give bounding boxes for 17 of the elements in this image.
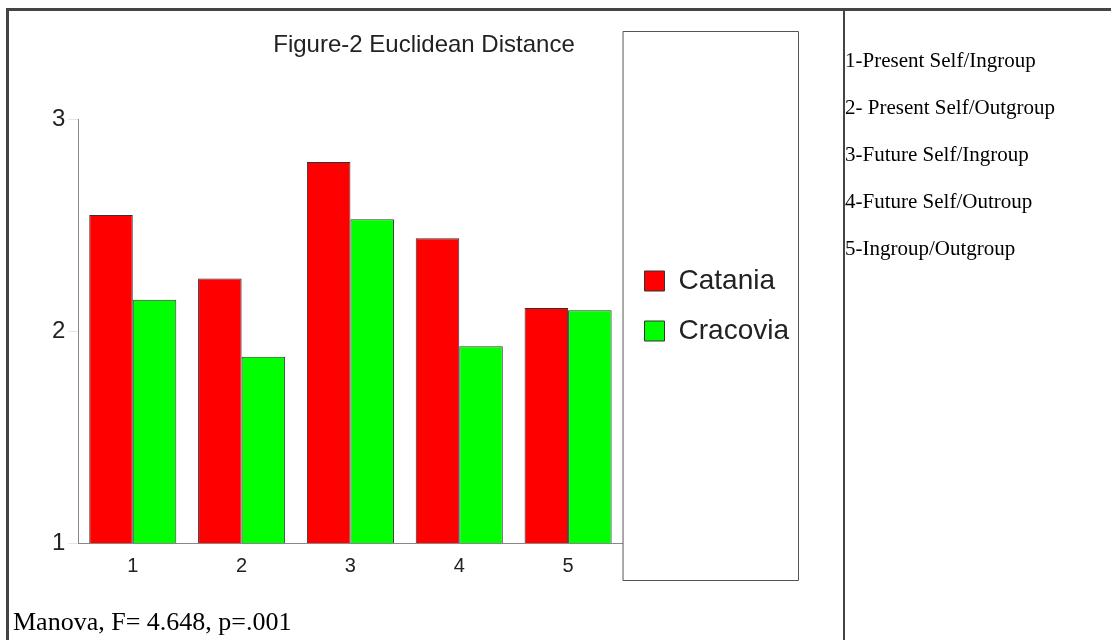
x-tick-label: 1 xyxy=(127,553,139,576)
legend-label: Cracovia xyxy=(678,313,790,345)
x-tick-label: 3 xyxy=(344,553,356,576)
text: Manova, F= 4.648, p=.001 xyxy=(13,607,292,637)
y-tick-label: 3 xyxy=(51,104,66,132)
legend-label: Catania xyxy=(678,263,776,295)
text: 1-Present Self/Ingroup xyxy=(845,47,1037,74)
y-tick-label: 2 xyxy=(51,316,66,344)
x-tick-label: 5 xyxy=(562,553,574,576)
text: 5-Ingroup/Outgroup xyxy=(845,235,1017,262)
x-tick-label: 4 xyxy=(453,553,465,576)
text: 3-Future Self/Ingroup xyxy=(845,141,1030,168)
text: 2- Present Self/Outgroup xyxy=(845,94,1055,121)
chart-title: Figure-2 Euclidean Distance xyxy=(273,30,575,58)
y-tick-label: 1 xyxy=(51,527,66,555)
text: 4-Future Self/Outroup xyxy=(845,188,1034,215)
x-tick-label: 2 xyxy=(236,553,248,576)
